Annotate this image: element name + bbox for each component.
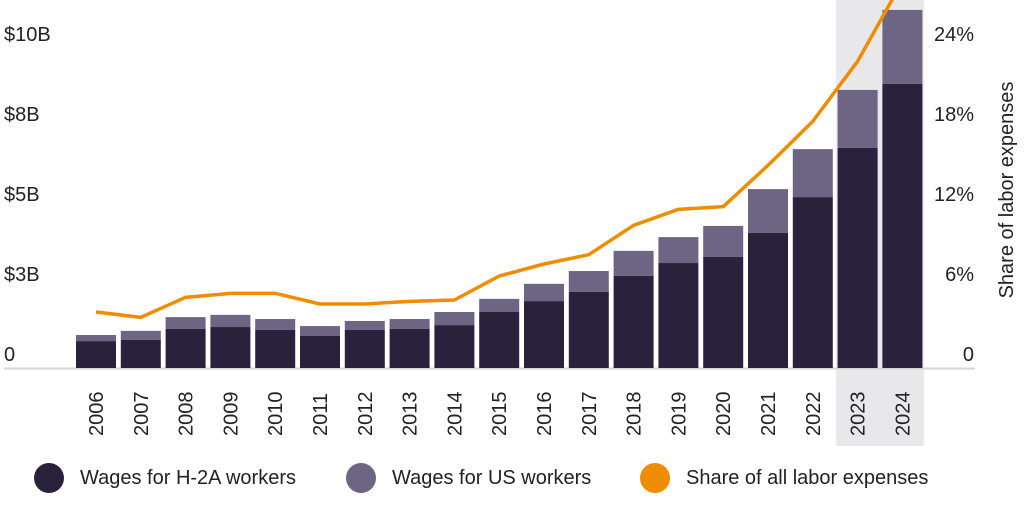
y-left-tick-label: 0 [4,344,15,366]
x-tick-label-2019: 2019 [668,392,690,437]
bar-h2a-2014 [434,325,475,368]
x-tick-label-2021: 2021 [758,392,780,437]
legend-label-share: Share of all labor expenses [686,466,929,489]
legend-swatch-share [640,463,670,493]
y-right-tick-label: 0 [963,344,974,366]
bar-h2a-2010 [255,329,296,368]
bar-us-2018 [613,250,654,276]
x-tick-label-2022: 2022 [803,392,825,437]
bar-h2a-2008 [165,328,206,368]
bar-us-2008 [165,317,206,329]
bar-us-2024 [882,9,923,84]
y-left-tick-label: $8B [4,104,40,126]
x-tick-label-2012: 2012 [355,392,377,437]
bar-us-2007 [120,330,161,340]
legend-label-us: Wages for US workers [392,466,592,489]
bar-h2a-2020 [703,256,744,368]
bar-h2a-2013 [389,328,430,368]
y-left-tick-label: $5B [4,184,40,206]
bar-h2a-2015 [479,312,520,368]
legend-item-us: Wages for US workers [346,463,591,493]
x-tick-label-2007: 2007 [131,392,153,437]
y-right-axis-label: Share of labor expenses [996,82,1018,299]
x-tick-label-2009: 2009 [220,392,242,437]
x-tick-label-2024: 2024 [892,392,914,437]
y-left-tick-label: $10B [4,24,51,46]
bar-us-2016 [524,283,564,302]
bar-us-2015 [479,298,520,312]
bar-h2a-2023 [837,147,878,368]
y-right-tick-label: 18% [934,104,974,126]
legend-swatch-us [346,463,376,493]
bar-us-2023 [837,89,878,148]
x-tick-label-2015: 2015 [489,392,511,437]
x-tick-label-2014: 2014 [444,392,466,437]
bar-us-2022 [792,149,833,198]
x-tick-label-2011: 2011 [310,393,332,436]
x-tick-label-2016: 2016 [534,392,556,437]
bar-h2a-2009 [210,327,251,368]
bar-us-2010 [255,319,296,330]
bar-h2a-2022 [792,197,833,368]
bar-us-2012 [344,320,385,330]
x-tick-label-2013: 2013 [400,392,422,437]
y-left-tick-label: $3B [4,264,40,286]
legend-item-h2a: Wages for H-2A workers [34,463,296,493]
y-right-tick-label: 12% [934,184,974,206]
bar-h2a-2021 [748,232,788,368]
bar-h2a-2019 [658,263,699,368]
legend-item-share: Share of all labor expenses [640,463,928,493]
bar-h2a-2011 [300,336,340,368]
bar-h2a-2017 [568,291,609,368]
line-share [95,0,894,320]
bar-us-2017 [568,271,609,292]
bar-h2a-2007 [120,339,161,368]
x-tick-label-2023: 2023 [848,392,870,437]
bar-h2a-2018 [613,275,654,368]
x-tick-label-2020: 2020 [713,392,735,437]
bar-us-2011 [300,326,340,336]
x-tick-label-2006: 2006 [86,392,108,437]
bar-us-2006 [76,335,116,342]
chart: 2006 2007 2008 2009 2010 2011 2012 2013 2014 2015… [4,0,1018,446]
x-tick-label-2018: 2018 [624,392,646,437]
bar-us-2021 [748,189,788,233]
y-right-tick-label: 6% [945,264,974,286]
bar-h2a-2012 [344,329,385,368]
bar-h2a-2024 [882,83,923,368]
legend-label-h2a: Wages for H-2A workers [80,466,296,489]
bar-h2a-2016 [524,301,564,368]
y-right-tick-label: 24% [934,24,974,46]
bar-us-2014 [434,312,475,326]
bar-us-2019 [658,237,699,264]
bar-us-2020 [703,225,744,257]
bar-us-2013 [389,319,430,329]
x-tick-label-2010: 2010 [265,392,287,437]
bar-us-2009 [210,314,251,328]
x-tick-label-2017: 2017 [579,392,601,437]
x-tick-label-2008: 2008 [176,392,198,437]
legend-swatch-h2a [34,463,64,493]
bar-h2a-2006 [76,341,116,368]
